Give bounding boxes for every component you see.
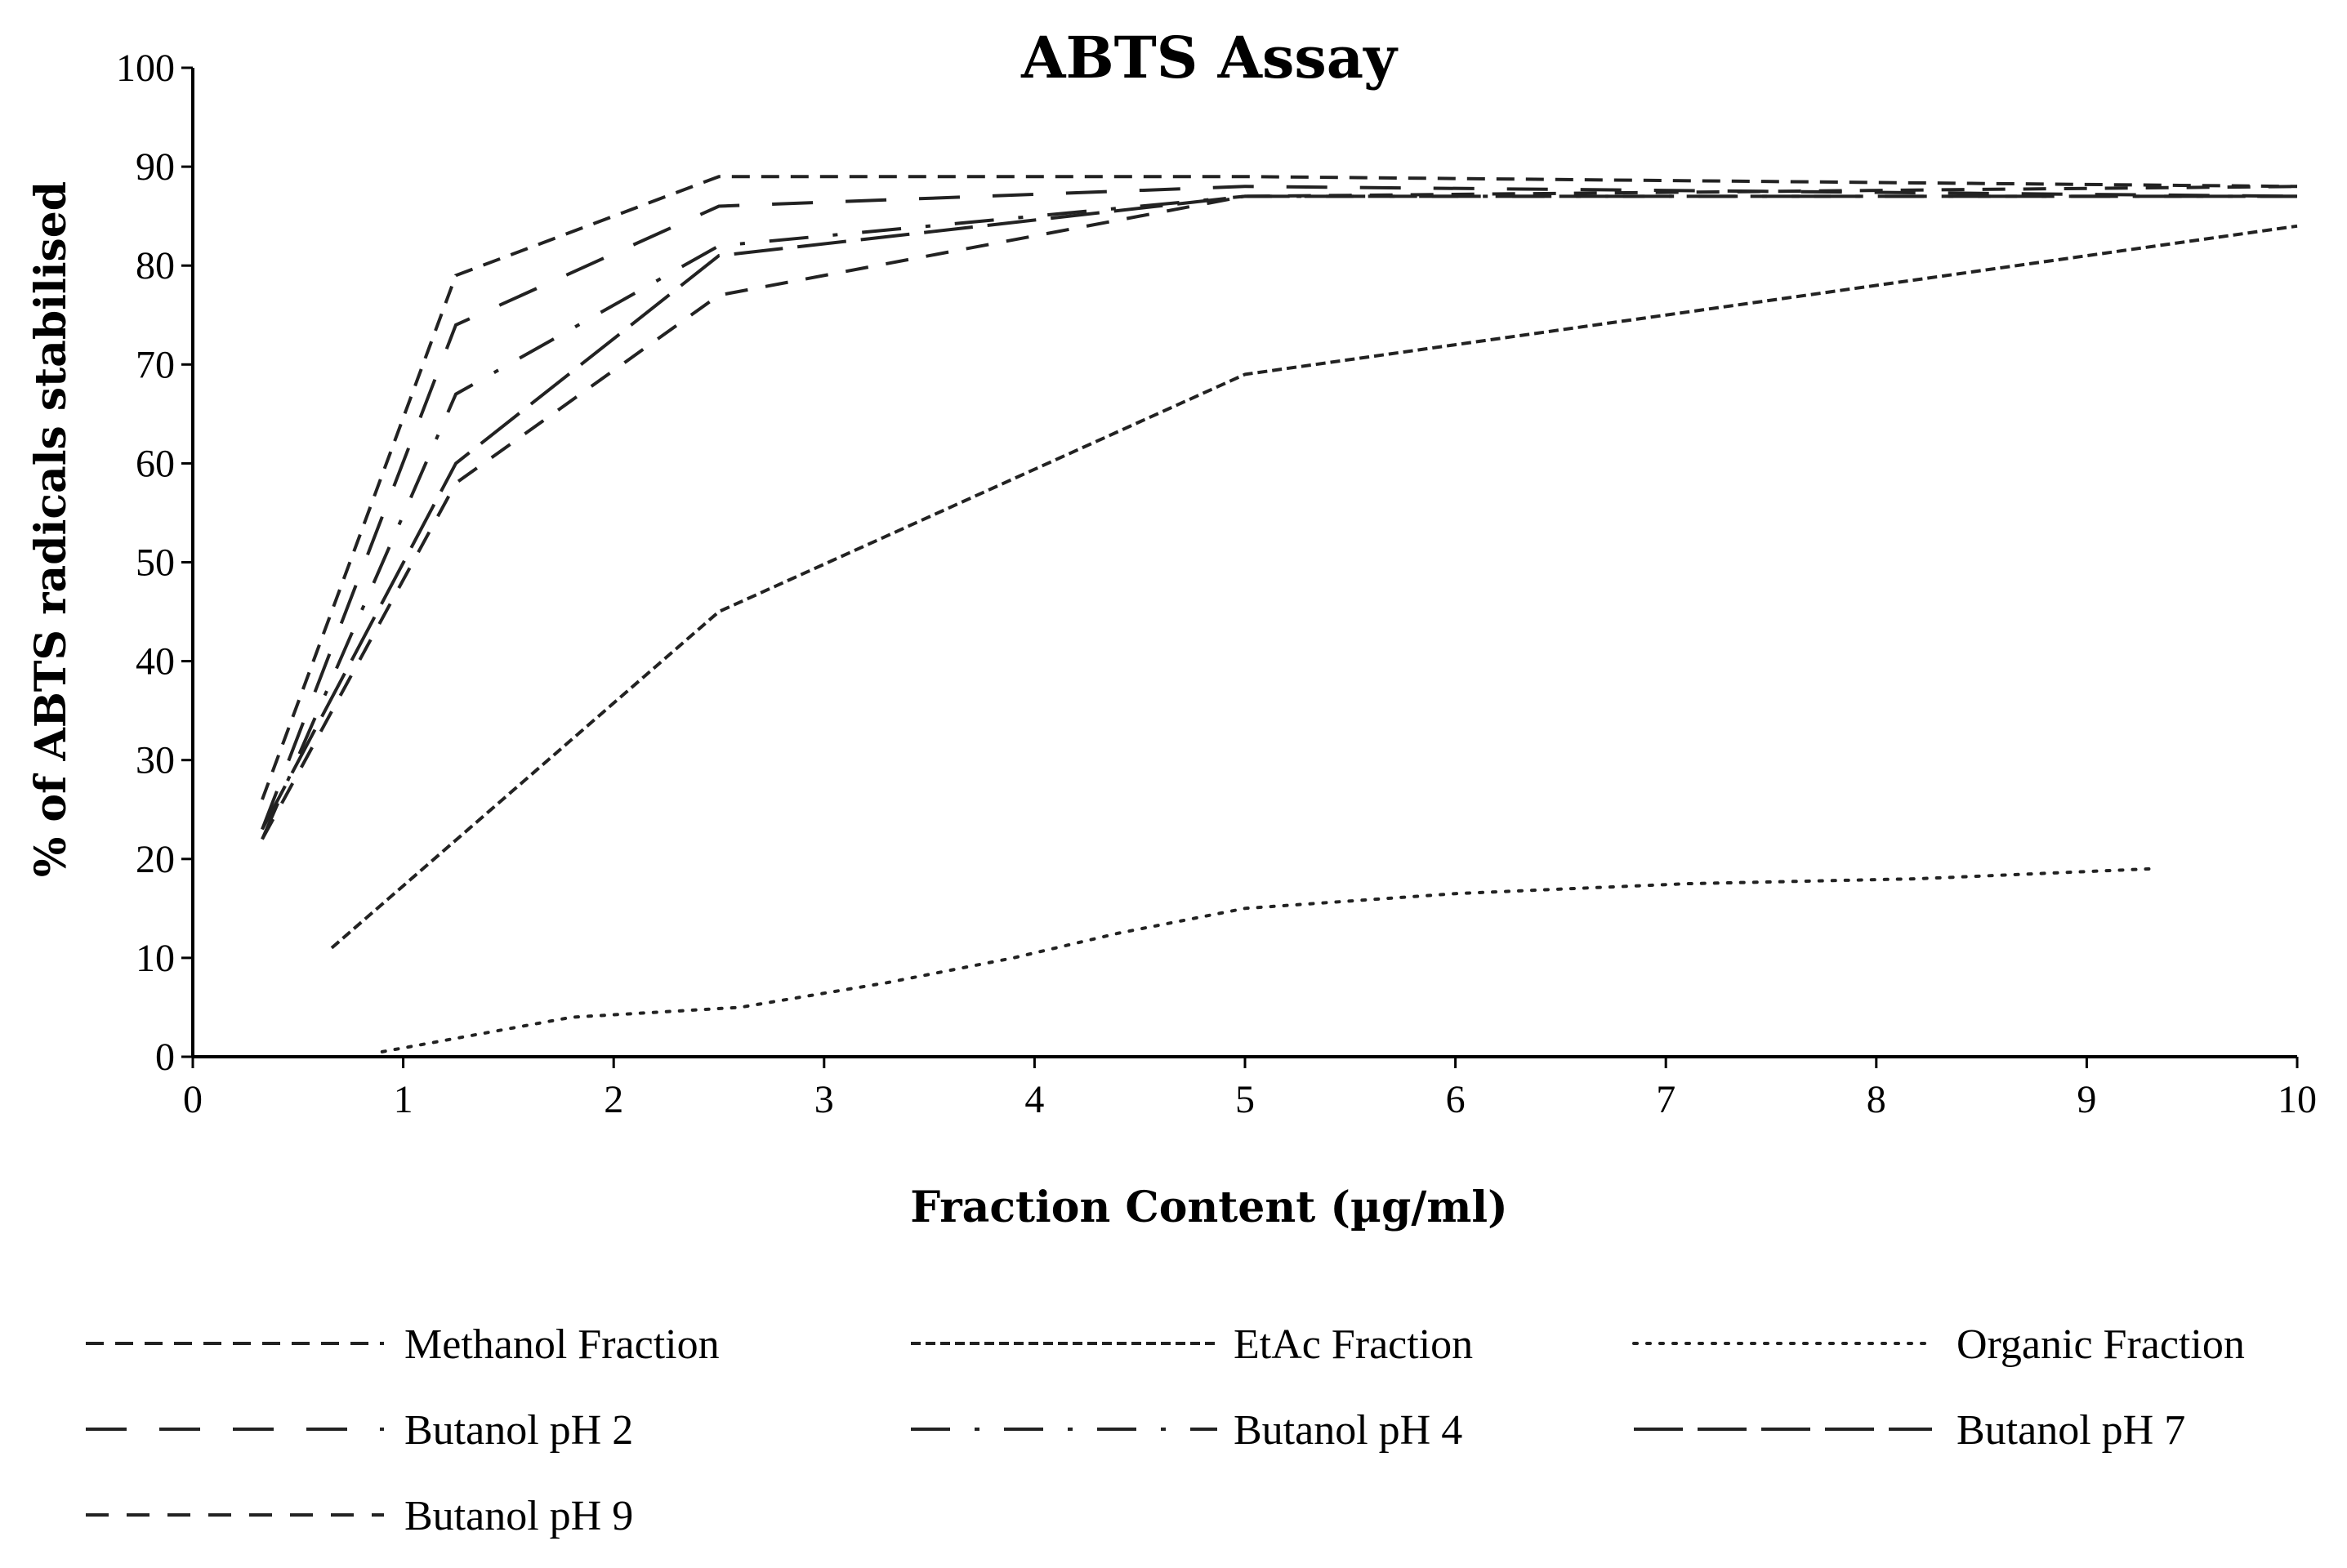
y-tick-label: 50	[136, 541, 175, 585]
series-line-3	[380, 866, 2152, 1054]
series-lines	[261, 175, 2298, 1054]
legend-label-2: EtAc Fraction	[1234, 1321, 1473, 1368]
x-tick-label: 3	[814, 1078, 834, 1121]
x-tick-label: 2	[604, 1078, 623, 1121]
y-tick-label: 10	[136, 937, 175, 980]
x-tick-label: 1	[394, 1078, 413, 1121]
x-tick-label: 0	[183, 1078, 203, 1121]
y-tick-label: 70	[136, 343, 175, 386]
y-axis-label: % of ABTS radicals stabilised	[26, 181, 76, 877]
y-tick-label: 40	[136, 640, 175, 684]
legend-label-7: Butanol pH 9	[404, 1493, 633, 1539]
legend-label-5: Butanol pH 4	[1234, 1407, 1462, 1454]
series-line-2	[330, 224, 2298, 950]
legend: Methanol Fraction EtAc Fraction Organic Fr…	[86, 1321, 2245, 1539]
tick-labels: 0 10 20 30 40 50 60 70 80 90 100 0 1 2 3 4 5 6 7 8 9 10	[116, 47, 2317, 1121]
axes	[181, 66, 2299, 1068]
x-tick-label: 4	[1024, 1078, 1044, 1121]
x-tick-label: 6	[1446, 1078, 1466, 1121]
y-tick-label: 100	[116, 47, 175, 90]
x-tick-label: 10	[2278, 1078, 2317, 1121]
series-line-7	[261, 185, 2298, 840]
series-line-6	[261, 194, 2297, 831]
series-line-4	[261, 185, 2298, 831]
chart-title: ABTS Assay	[1020, 24, 1399, 91]
y-tick-label: 30	[136, 739, 175, 782]
y-tick-label: 20	[136, 838, 175, 881]
x-tick-label: 5	[1235, 1078, 1255, 1121]
x-tick-label: 9	[2077, 1078, 2096, 1121]
y-tick-label: 80	[136, 244, 175, 287]
x-axis-label: Fraction Content (µg/ml)	[910, 1183, 1507, 1232]
y-tick-label: 60	[136, 442, 175, 485]
legend-label-4: Butanol pH 2	[404, 1407, 633, 1454]
series-line-1	[261, 175, 2298, 800]
legend-label-3: Organic Fraction	[1957, 1321, 2245, 1368]
legend-label-6: Butanol pH 7	[1957, 1407, 2185, 1454]
y-tick-label: 90	[136, 145, 175, 189]
legend-label-1: Methanol Fraction	[404, 1321, 720, 1368]
x-tick-label: 8	[1867, 1078, 1886, 1121]
x-tick-label: 7	[1656, 1078, 1675, 1121]
y-tick-label: 0	[155, 1036, 175, 1079]
